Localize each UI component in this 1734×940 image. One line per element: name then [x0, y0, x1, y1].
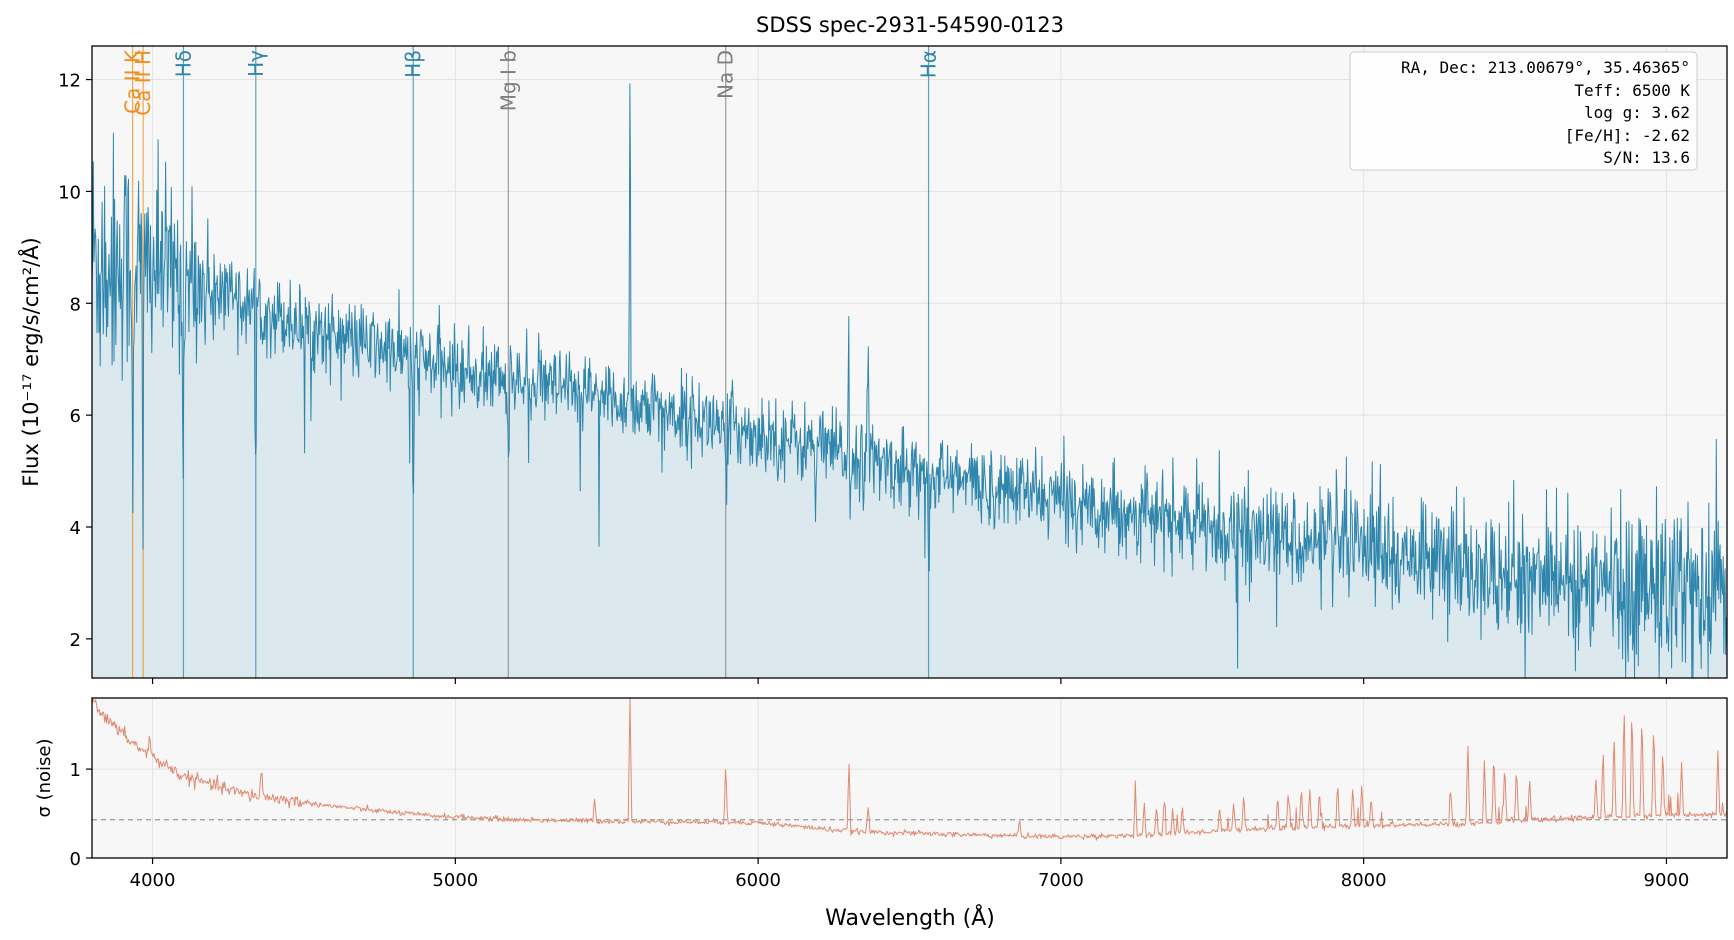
noise-axis-ticks: 4000 5000 6000 7000 8000 9000 0 1 — [70, 760, 1690, 891]
flux-y-tick-label: 8 — [70, 294, 81, 315]
noise-plot-area — [92, 698, 1727, 858]
flux-series-line — [91, 83, 1728, 679]
flux-y-tick-label: 4 — [70, 518, 81, 539]
x-tick-label: 7000 — [1038, 870, 1084, 891]
spectral-line-label: Hα — [917, 50, 941, 78]
spectral-line-label: Ca II H — [131, 50, 155, 116]
info-ra-dec: RA, Dec: 213.00679°, 35.46365° — [1401, 58, 1690, 77]
flux-panel: Ca II KCa II H Hδ Hγ Hβ Mg I b Na D Hα 2 4 6 8 10 1… — [17, 45, 1728, 684]
info-box-frame — [1349, 51, 1698, 171]
flux-y-axis-label: Flux (10⁻¹⁷ erg/s/cm²/Å) — [17, 237, 43, 487]
noise-y-tick-label: 0 — [70, 849, 81, 870]
info-snr: S/N: 13.6 — [1603, 148, 1690, 167]
chart-title: SDSS spec-2931-54590-0123 — [756, 13, 1064, 37]
x-tick-label: 8000 — [1341, 870, 1387, 891]
stellar-parameters-box: RA, Dec: 213.00679°, 35.46365° Teff: 650… — [1349, 51, 1698, 171]
x-axis-label: Wavelength (Å) — [825, 904, 995, 931]
flux-fill-area — [92, 83, 1727, 678]
noise-axes-frame — [91, 697, 1728, 859]
flux-y-tick-label: 6 — [70, 406, 81, 427]
noise-y-axis-label: σ (noise) — [34, 738, 55, 817]
flux-axes-frame — [91, 45, 1728, 679]
flux-y-tick-label: 12 — [58, 71, 81, 92]
flux-y-tick-label: 10 — [58, 182, 81, 203]
noise-panel: 4000 5000 6000 7000 8000 9000 0 1 σ (noise) Wav… — [34, 697, 1728, 931]
x-tick-label: 5000 — [432, 870, 478, 891]
x-tick-label: 4000 — [130, 870, 176, 891]
info-teff: Teff: 6500 K — [1574, 81, 1690, 100]
spectral-line-label: Hγ — [244, 50, 268, 77]
spectral-line-label: Na D — [714, 50, 738, 99]
noise-series-line — [91, 697, 1728, 841]
spectral-line-label: Hδ — [171, 50, 195, 77]
noise-y-tick-label: 1 — [70, 760, 81, 781]
x-tick-label: 9000 — [1644, 870, 1690, 891]
flux-axis-ticks: 2 4 6 8 10 12 — [58, 71, 1668, 684]
spectral-line-label: Hβ — [401, 50, 425, 78]
x-tick-label: 6000 — [735, 870, 781, 891]
info-feh: [Fe/H]: -2.62 — [1565, 126, 1690, 145]
spectral-line-label: Mg I b — [496, 50, 520, 111]
flux-y-tick-label: 2 — [70, 630, 81, 651]
spectral-line-label: Ca II K — [121, 49, 145, 114]
info-logg: log g: 3.62 — [1584, 103, 1690, 122]
